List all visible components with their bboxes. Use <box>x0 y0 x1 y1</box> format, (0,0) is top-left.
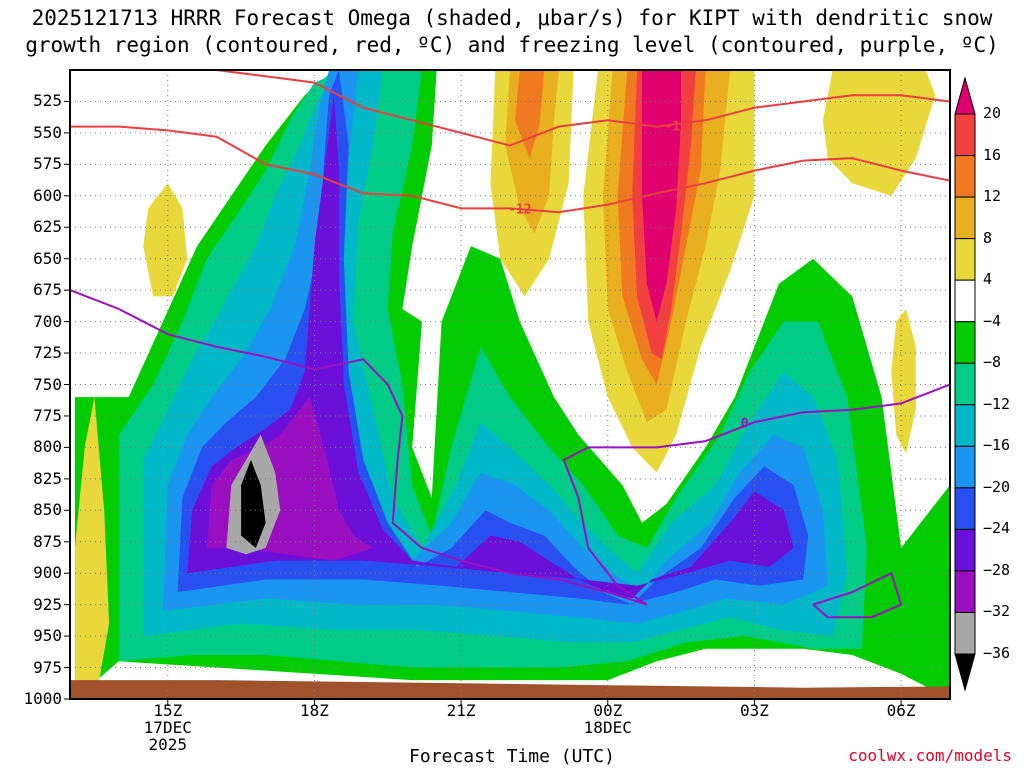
y-tick-label: 775 <box>33 405 62 425</box>
contour-line--12 <box>70 125 950 214</box>
colorbar-label: −28 <box>983 560 1011 579</box>
y-tick-label: 950 <box>33 626 62 646</box>
colorbar-band-5 <box>954 279 976 323</box>
chart-subtitle: growth region (contoured, red, ºC) and f… <box>25 33 999 57</box>
contour-labels: -18 -12 0 <box>508 120 749 432</box>
temperature-contours <box>70 70 950 619</box>
x-tick-date: 17DEC <box>143 718 192 737</box>
colorbar-band-2 <box>954 155 976 198</box>
colorbar-band-7 <box>954 362 976 406</box>
y-tick-label: 650 <box>33 248 62 268</box>
x-tick-time: 03Z <box>739 701 769 720</box>
colorbar-top-triangle <box>954 76 976 115</box>
y-tick-label: 900 <box>33 563 62 583</box>
terrain-ground <box>70 680 950 699</box>
shaded-region-contour-level-36 <box>241 460 266 548</box>
colorbar-label: −36 <box>983 644 1011 662</box>
x-tick-label: 00Z 18DEC <box>568 702 648 736</box>
colorbar-label: −32 <box>983 602 1011 621</box>
colorbar-bottom-triangle <box>954 653 976 692</box>
contour-line-0 <box>70 289 950 606</box>
x-tick-time: 18Z <box>299 701 329 720</box>
y-tick-label: 625 <box>33 217 62 237</box>
colorbar-band-13 <box>954 611 976 655</box>
x-tick-year: 2025 <box>148 735 188 754</box>
contour-label--18: -18 <box>664 120 688 135</box>
x-tick-time: 15Z <box>153 701 183 720</box>
contour-label-0: 0 <box>741 416 749 431</box>
colorbar-label: 20 <box>983 104 1002 122</box>
shaded-region-contour-level-neg4 <box>74 397 110 699</box>
colorbar-label: 4 <box>983 270 993 289</box>
contour-line--18 <box>216 70 950 147</box>
y-tick-label: 525 <box>33 91 62 111</box>
contour-label--12: -12 <box>508 203 531 218</box>
y-tick-label: 975 <box>33 657 62 677</box>
y-tick-label: 875 <box>33 531 62 551</box>
colorbar-label: −24 <box>983 519 1011 538</box>
y-tick-label: 825 <box>33 468 62 488</box>
x-axis-label: Forecast Time (UTC) <box>409 746 615 767</box>
credit-text: coolwx.com/models <box>848 746 1012 765</box>
colorbar-band-9 <box>954 445 976 489</box>
colorbar-label: −8 <box>983 353 1002 372</box>
y-tick-label: 600 <box>33 185 62 205</box>
y-tick-label: 1000 <box>23 689 62 708</box>
y-tick-label: 800 <box>33 437 62 457</box>
shaded-region-contour-level-4-c <box>822 70 936 196</box>
x-tick-label: 18Z <box>274 702 354 719</box>
colorbar-label: −16 <box>983 436 1011 455</box>
y-tick-label: 850 <box>33 500 62 520</box>
colorbar-band-8 <box>954 404 976 447</box>
colorbar-band-4 <box>954 238 976 281</box>
colorbar-label: 8 <box>983 228 993 247</box>
colorbar <box>954 76 976 692</box>
colorbar-band-12 <box>954 570 976 613</box>
colorbar-band-1 <box>954 113 976 157</box>
contour-line-0b <box>812 571 903 619</box>
colorbar-label: −12 <box>983 394 1011 413</box>
shaded-region-contour-level-24 <box>187 95 794 599</box>
y-tick-label: 575 <box>33 154 62 174</box>
omega-shading <box>74 70 950 699</box>
shaded-region-contour-level-4-d <box>143 183 188 297</box>
colorbar-band-10 <box>954 487 976 530</box>
colorbar-label: 16 <box>983 145 1002 164</box>
y-tick-label: 700 <box>33 311 62 331</box>
shaded-region-contour-level-20-b <box>642 70 682 322</box>
y-tick-label: 750 <box>33 374 62 394</box>
shaded-region-contour-level-4-e <box>891 309 916 454</box>
x-tick-label: 03Z <box>714 702 794 719</box>
shaded-region-contour-level-12 <box>514 70 545 159</box>
colorbar-band-11 <box>954 528 976 572</box>
x-tick-label: 15Z 17DEC 2025 <box>128 702 208 753</box>
colorbar-label: −4 <box>983 311 1002 330</box>
colorbar-band-3 <box>954 196 976 240</box>
x-tick-label: 06Z <box>861 702 941 719</box>
chart-title: 2025121713 HRRR Forecast Omega (shaded, … <box>31 6 993 30</box>
y-tick-label: 925 <box>33 594 62 614</box>
x-tick-time: 21Z <box>446 701 476 720</box>
colorbar-label: −20 <box>983 477 1011 496</box>
colorbar-band-6 <box>954 321 976 364</box>
y-tick-label: 550 <box>33 122 62 142</box>
ground-layer <box>70 680 950 699</box>
x-tick-time: 06Z <box>886 701 916 720</box>
x-tick-date: 18DEC <box>583 718 632 737</box>
axis-ticks <box>64 100 902 705</box>
y-tick-label: 675 <box>33 280 62 300</box>
x-tick-label: 21Z <box>421 702 501 719</box>
x-tick-time: 00Z <box>593 701 623 720</box>
y-tick-label: 725 <box>33 343 62 363</box>
colorbar-label: 12 <box>983 187 1002 206</box>
